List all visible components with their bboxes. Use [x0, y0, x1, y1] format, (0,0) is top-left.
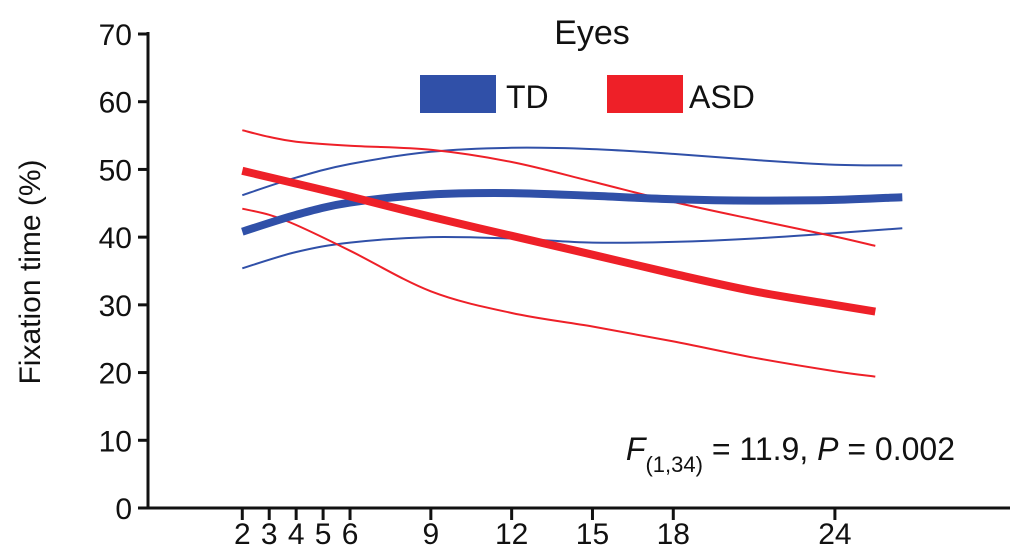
f-value: = 11.9,	[703, 431, 817, 467]
y-tick-label: 70	[99, 19, 132, 52]
series-td-lower-line	[242, 227, 903, 270]
p-letter: P	[817, 431, 839, 467]
x-tick-label: 3	[261, 518, 278, 548]
y-tick-label: 30	[99, 290, 132, 323]
y-axis-label: Fixation time (%)	[14, 159, 47, 384]
y-tick-label: 50	[99, 154, 132, 187]
x-tick-label: 6	[342, 518, 359, 548]
series-asd-mean-line	[241, 166, 876, 316]
x-tick-label: 15	[576, 518, 609, 548]
x-tick-label: 2	[234, 518, 251, 548]
y-tick-label: 40	[99, 222, 132, 255]
series-layer	[241, 129, 903, 378]
x-tick-label: 5	[315, 518, 332, 548]
f-letter: F	[626, 431, 648, 467]
statistic-annotation: F(1,34) = 11.9, P = 0.002	[626, 431, 955, 477]
legend: TD ASD	[420, 75, 755, 115]
x-tick-label: 24	[818, 518, 851, 548]
series-asd-lower-line	[242, 207, 876, 378]
y-tick-label: 60	[99, 87, 132, 120]
chart-title: Eyes	[554, 14, 630, 52]
x-tick-label: 9	[423, 518, 440, 548]
series-td-mean-line	[241, 189, 903, 236]
series-asd-upper-line	[242, 129, 876, 247]
y-tick-label: 0	[115, 493, 132, 526]
x-tick-label: 18	[657, 518, 690, 548]
f-subscript: (1,34)	[645, 452, 702, 477]
y-tick-label: 20	[99, 358, 132, 391]
legend-swatch-td	[420, 75, 496, 113]
p-value: = 0.002	[838, 431, 955, 467]
series-td-upper-line	[241, 146, 903, 197]
x-tick-label: 4	[288, 518, 305, 548]
legend-label-td: TD	[506, 79, 549, 115]
legend-swatch-asd	[607, 75, 683, 113]
x-tick-label: 12	[495, 518, 528, 548]
legend-label-asd: ASD	[689, 79, 755, 115]
y-tick-label: 10	[99, 425, 132, 458]
axes: 0 10 20 30 40 50 60 70 2 3 4 5 6 9 12 15 18 24	[99, 19, 1010, 548]
